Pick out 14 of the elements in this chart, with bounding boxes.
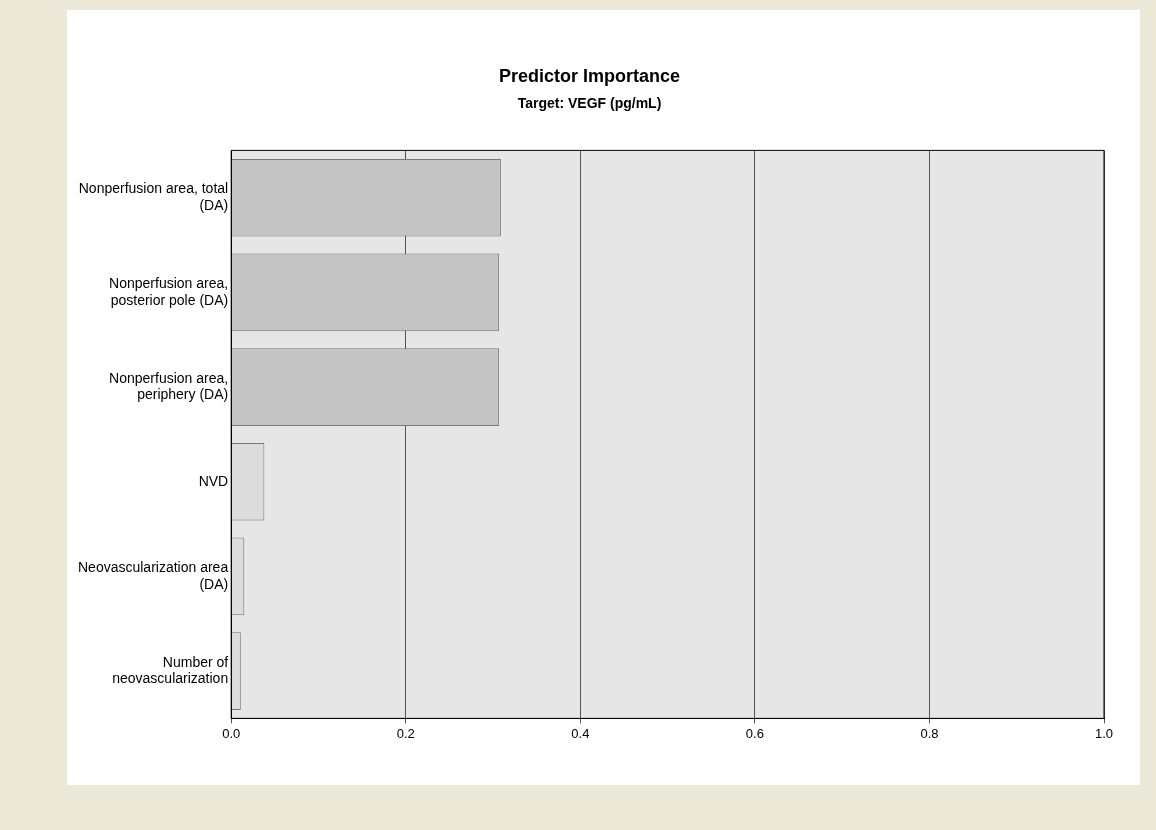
y-tick-label: Number of neovascularization: [112, 653, 229, 687]
x-tick-label: 0.8: [920, 725, 939, 741]
x-tick-label: 0.6: [745, 725, 764, 741]
x-tick-label: 0.2: [396, 725, 415, 741]
chart-subtitle: Target: VEGF (pg/mL): [517, 94, 662, 111]
x-tick-label: 0.0: [222, 725, 241, 741]
y-tick-label: NVD: [198, 472, 229, 489]
chart-title: Predictor Importance: [498, 65, 681, 86]
y-tick-label: Nonperfusion area, posterior pole (DA): [109, 274, 229, 308]
y-tick-label: Nonperfusion area, periphery (DA): [109, 369, 229, 403]
y-tick-label: Nonperfusion area, total (DA): [78, 180, 229, 213]
y-tick-label: Neovascularization area (DA): [77, 558, 229, 592]
x-tick-label: 0.4: [571, 725, 590, 741]
x-tick-label: 1.0: [1094, 725, 1114, 741]
